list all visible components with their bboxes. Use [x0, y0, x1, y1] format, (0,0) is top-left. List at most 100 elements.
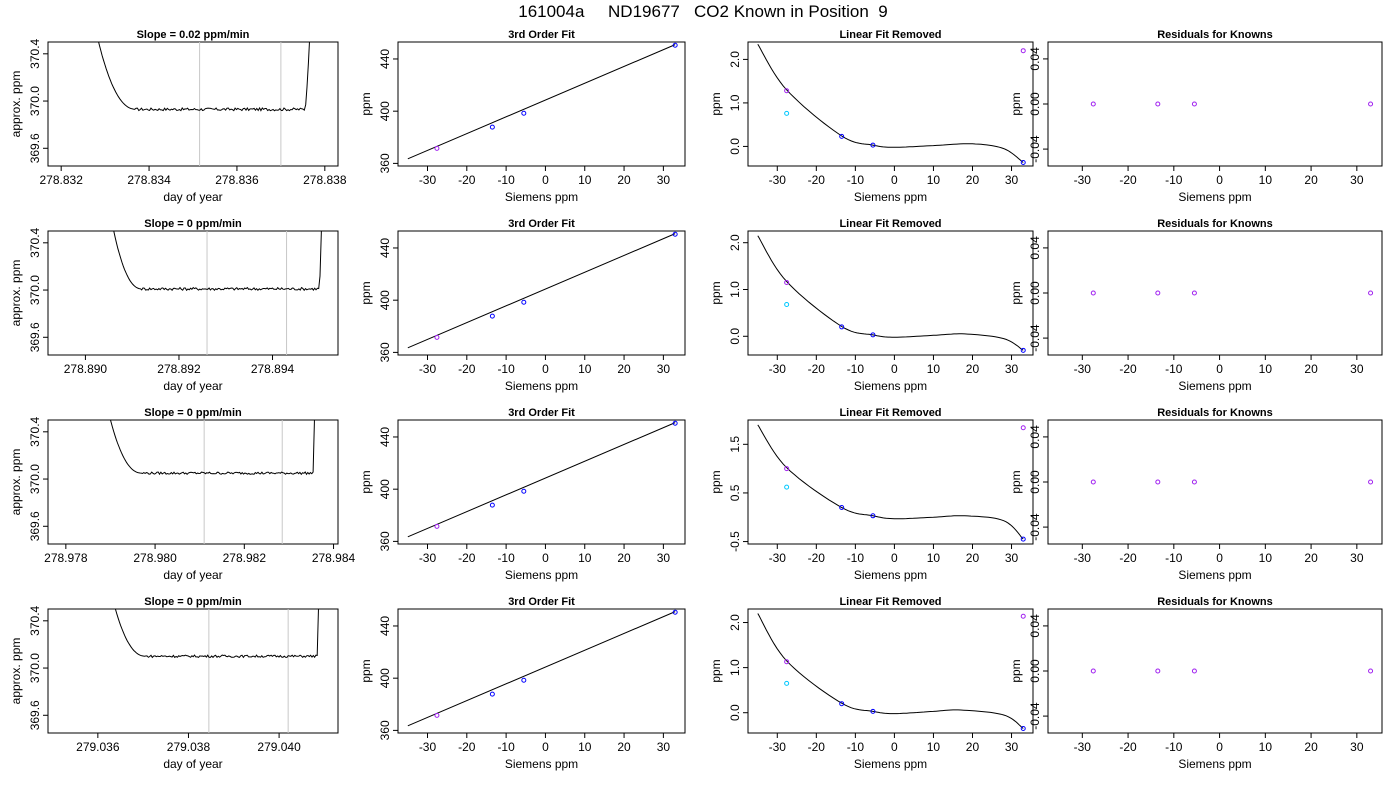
- x-tick-label: 0: [891, 173, 898, 187]
- residual-curve: [757, 235, 1024, 351]
- x-tick-label: 30: [1350, 173, 1364, 187]
- x-tick-label: 0: [1216, 362, 1223, 376]
- y-axis-label: ppm: [1009, 281, 1023, 304]
- x-tick-label: 278.890: [64, 362, 108, 376]
- x-tick-label: 278.892: [157, 362, 201, 376]
- x-axis-label: Siemens ppm: [505, 190, 578, 204]
- y-axis-label: ppm: [359, 659, 373, 682]
- x-axis-label: day of year: [163, 190, 222, 204]
- panel-title: Linear Fit Removed: [839, 407, 941, 419]
- x-tick-label: -20: [808, 551, 826, 565]
- x-tick-label: -30: [769, 551, 787, 565]
- y-tick-label: -0.04: [1028, 702, 1042, 730]
- y-tick-label: 369.6: [28, 133, 42, 163]
- x-axis-label: Siemens ppm: [854, 379, 927, 393]
- fit-line: [407, 422, 676, 538]
- x-tick-label: 278.984: [312, 551, 356, 565]
- data-point: [870, 708, 876, 714]
- x-tick-label: 30: [1350, 551, 1364, 565]
- x-axis-label: Siemens ppm: [854, 568, 927, 582]
- x-tick-label: 20: [966, 740, 980, 754]
- x-axis-label: Siemens ppm: [505, 379, 578, 393]
- concentration-trace: [113, 231, 322, 292]
- plot-frame: [47, 230, 339, 356]
- x-tick-label: 30: [1005, 740, 1019, 754]
- panel-title: 3rd Order Fit: [508, 29, 575, 41]
- x-tick-label: 279.038: [167, 740, 211, 754]
- y-tick-label: 1.5: [728, 436, 742, 453]
- y-tick-label: 370.4: [28, 227, 42, 257]
- panel-title: Slope = 0 ppm/min: [144, 218, 242, 230]
- y-tick-label: 440: [378, 238, 392, 258]
- panel-title: Slope = 0 ppm/min: [144, 407, 242, 419]
- y-axis-label: ppm: [709, 659, 723, 682]
- x-tick-label: 10: [927, 551, 941, 565]
- x-tick-label: 279.040: [257, 740, 301, 754]
- x-tick-label: 278.894: [251, 362, 295, 376]
- x-tick-label: 279.036: [76, 740, 120, 754]
- data-point: [1368, 668, 1374, 674]
- data-point: [489, 313, 495, 319]
- plot-frame: [747, 41, 1034, 167]
- fit-panel: -30 -20 -10 0 10 20 30 360 400 440 3rd Order Fit Si…: [359, 407, 686, 582]
- y-axis-label: ppm: [359, 281, 373, 304]
- x-tick-label: 0: [542, 740, 549, 754]
- panel-title: 3rd Order Fit: [508, 218, 575, 230]
- x-tick-label: 0: [891, 551, 898, 565]
- x-axis-label: day of year: [163, 757, 222, 771]
- x-tick-label: -20: [1119, 551, 1137, 565]
- x-tick-label: 30: [1005, 362, 1019, 376]
- x-tick-label: 20: [1304, 740, 1318, 754]
- data-point: [839, 324, 845, 330]
- y-tick-label: 0.04: [1028, 614, 1042, 638]
- x-tick-label: -30: [1074, 551, 1092, 565]
- y-tick-label: 370.0: [28, 275, 42, 305]
- panel-title: Linear Fit Removed: [839, 218, 941, 230]
- x-tick-label: 10: [578, 173, 592, 187]
- data-point: [1191, 101, 1197, 107]
- residual-curve: [757, 613, 1024, 729]
- y-axis-label: ppm: [709, 281, 723, 304]
- data-point: [1020, 613, 1026, 619]
- y-tick-label: 360: [378, 531, 392, 551]
- x-tick-label: 0: [542, 362, 549, 376]
- plot-frame: [1047, 608, 1383, 734]
- plot-frame: [747, 608, 1034, 734]
- x-tick-label: -20: [1119, 740, 1137, 754]
- y-tick-label: 1.0: [728, 659, 742, 676]
- data-point: [1368, 479, 1374, 485]
- x-tick-label: 10: [578, 740, 592, 754]
- x-tick-label: -20: [458, 740, 476, 754]
- data-point: [672, 420, 678, 426]
- x-axis-label: day of year: [163, 379, 222, 393]
- data-point: [521, 488, 527, 494]
- data-point: [1090, 290, 1096, 296]
- timeseries-panel: 279.036 279.038 279.040 369.6 370.0 370.4 Slop…: [9, 596, 339, 771]
- y-tick-label: 1.0: [728, 94, 742, 111]
- timeseries-panel: 278.890 278.892 278.894 369.6 370.0 370.4 Slop…: [9, 218, 339, 393]
- x-tick-label: 278.834: [127, 173, 171, 187]
- y-tick-label: 0.04: [1028, 47, 1042, 71]
- data-point: [784, 466, 790, 472]
- y-tick-label: 0.0: [728, 328, 742, 345]
- data-point: [521, 110, 527, 116]
- data-point: [1155, 479, 1161, 485]
- x-tick-label: -30: [1074, 173, 1092, 187]
- plot-frame: [47, 419, 339, 545]
- plot-frame: [47, 608, 339, 734]
- y-tick-label: 360: [378, 720, 392, 740]
- x-tick-label: -10: [1165, 551, 1183, 565]
- panel-title: Residuals for Knowns: [1157, 29, 1273, 41]
- x-tick-label: -20: [808, 740, 826, 754]
- linear-removed-panel: -30 -20 -10 0 10 20 30 0.0 1.0 2.0 Linear Fit Remo…: [709, 218, 1034, 393]
- figure-title: 161004a ND19677 CO2 Known in Position 9: [518, 2, 888, 21]
- x-tick-label: -30: [1074, 740, 1092, 754]
- x-tick-label: 30: [657, 551, 671, 565]
- data-point: [839, 701, 845, 707]
- concentration-trace: [98, 42, 310, 112]
- linear-removed-panel: -30 -20 -10 0 10 20 30 0.0 1.0 2.0 Linear Fit Remo…: [709, 29, 1034, 204]
- y-axis-label: ppm: [1009, 659, 1023, 682]
- fit-panel: -30 -20 -10 0 10 20 30 360 400 440 3rd Order Fit Si…: [359, 596, 686, 771]
- fit-line: [407, 611, 676, 727]
